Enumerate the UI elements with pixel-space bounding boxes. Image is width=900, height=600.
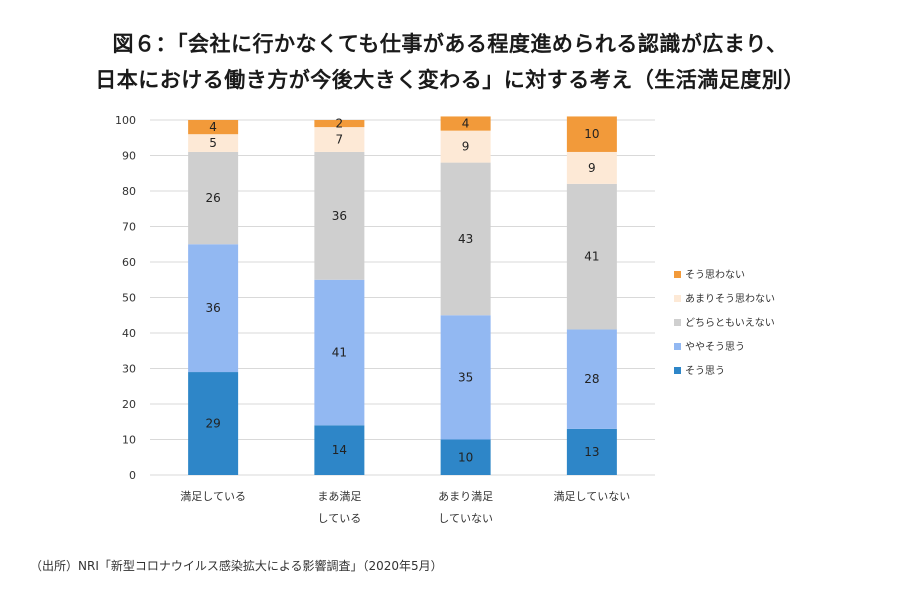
bar-segment-4-1 xyxy=(566,428,617,475)
data-label: 43 xyxy=(458,232,473,246)
data-label: 9 xyxy=(462,140,470,154)
data-label: 26 xyxy=(205,191,220,205)
x-category-label: している xyxy=(318,512,362,525)
bar-segment-2-1 xyxy=(314,425,365,475)
bar-segment-1-5 xyxy=(188,120,239,135)
data-label: 10 xyxy=(458,450,473,464)
bar-segment-3-4 xyxy=(440,130,491,163)
bar-segment-3-1 xyxy=(440,439,491,475)
y-tick-label: 80 xyxy=(122,185,136,198)
y-tick-label: 20 xyxy=(122,398,136,411)
bar-segment-4-4 xyxy=(566,151,617,184)
x-category-label: あまり満足 xyxy=(438,490,493,503)
bar-segment-2-5 xyxy=(314,120,365,128)
chart-title-line1: 図６：「会社に行かなくても仕事がある程度進められる認識が広まり、 xyxy=(112,32,788,56)
legend-swatch xyxy=(674,319,681,326)
data-label: 5 xyxy=(209,136,217,150)
bar-segment-2-2 xyxy=(314,279,365,426)
x-category-label: まあ満足 xyxy=(317,490,361,503)
source-note: （出所）NRI「新型コロナウイルス感染拡大による影響調査」（2020年5月） xyxy=(30,559,443,573)
legend-label: あまりそう思わない xyxy=(685,293,775,305)
legend-label: そう思う xyxy=(685,365,725,377)
data-label: 4 xyxy=(462,117,470,131)
data-label: 28 xyxy=(584,372,599,386)
data-label: 35 xyxy=(458,370,473,384)
data-label: 29 xyxy=(205,417,220,431)
bar-segment-1-1 xyxy=(188,372,239,475)
data-label: 14 xyxy=(332,443,347,457)
bar-segment-3-3 xyxy=(440,162,491,316)
x-category-label: 満足していない xyxy=(554,490,631,503)
legend-label: ややそう思う xyxy=(685,341,745,353)
data-label: 13 xyxy=(584,445,599,459)
x-category-label: していない xyxy=(438,512,493,525)
data-label: 41 xyxy=(332,346,347,360)
y-tick-label: 30 xyxy=(122,363,136,376)
bar-segment-2-4 xyxy=(314,127,365,152)
chart-title-line2: 日本における働き方が今後大きく変わる」に対する考え（生活満足度別） xyxy=(95,68,805,92)
data-label: 36 xyxy=(332,209,347,223)
chart-title: 図６：「会社に行かなくても仕事がある程度進められる認識が広まり、 日本における働… xyxy=(0,26,900,98)
y-tick-label: 100 xyxy=(115,114,136,127)
data-label: 2 xyxy=(336,117,344,131)
bar-segment-2-3 xyxy=(314,151,365,280)
y-tick-label: 50 xyxy=(122,292,136,305)
data-label: 41 xyxy=(584,250,599,264)
legend-swatch xyxy=(674,343,681,350)
bar-segment-1-3 xyxy=(188,151,239,245)
bar-segment-3-5 xyxy=(440,116,491,131)
data-label: 9 xyxy=(588,161,596,175)
y-tick-label: 40 xyxy=(122,327,136,340)
data-label: 4 xyxy=(209,120,217,134)
bar-segment-3-2 xyxy=(440,315,491,440)
bar-segment-1-2 xyxy=(188,244,239,373)
y-tick-label: 70 xyxy=(122,221,136,234)
y-tick-label: 0 xyxy=(129,469,136,482)
bar-segment-4-5 xyxy=(566,116,617,152)
x-category-label: 満足している xyxy=(180,490,246,503)
y-tick-label: 60 xyxy=(122,256,136,269)
y-tick-label: 90 xyxy=(122,150,136,163)
legend-label: どちらともいえない xyxy=(685,317,775,329)
data-label: 7 xyxy=(336,133,344,147)
bar-segment-4-3 xyxy=(566,183,617,330)
legend-swatch xyxy=(674,295,681,302)
data-label: 36 xyxy=(205,301,220,315)
y-tick-label: 10 xyxy=(122,434,136,447)
legend-label: そう思わない xyxy=(685,269,745,281)
bar-segment-1-4 xyxy=(188,134,239,152)
bar-segment-4-2 xyxy=(566,329,617,429)
legend-swatch xyxy=(674,367,681,374)
legend-swatch xyxy=(674,271,681,278)
data-label: 10 xyxy=(584,127,599,141)
